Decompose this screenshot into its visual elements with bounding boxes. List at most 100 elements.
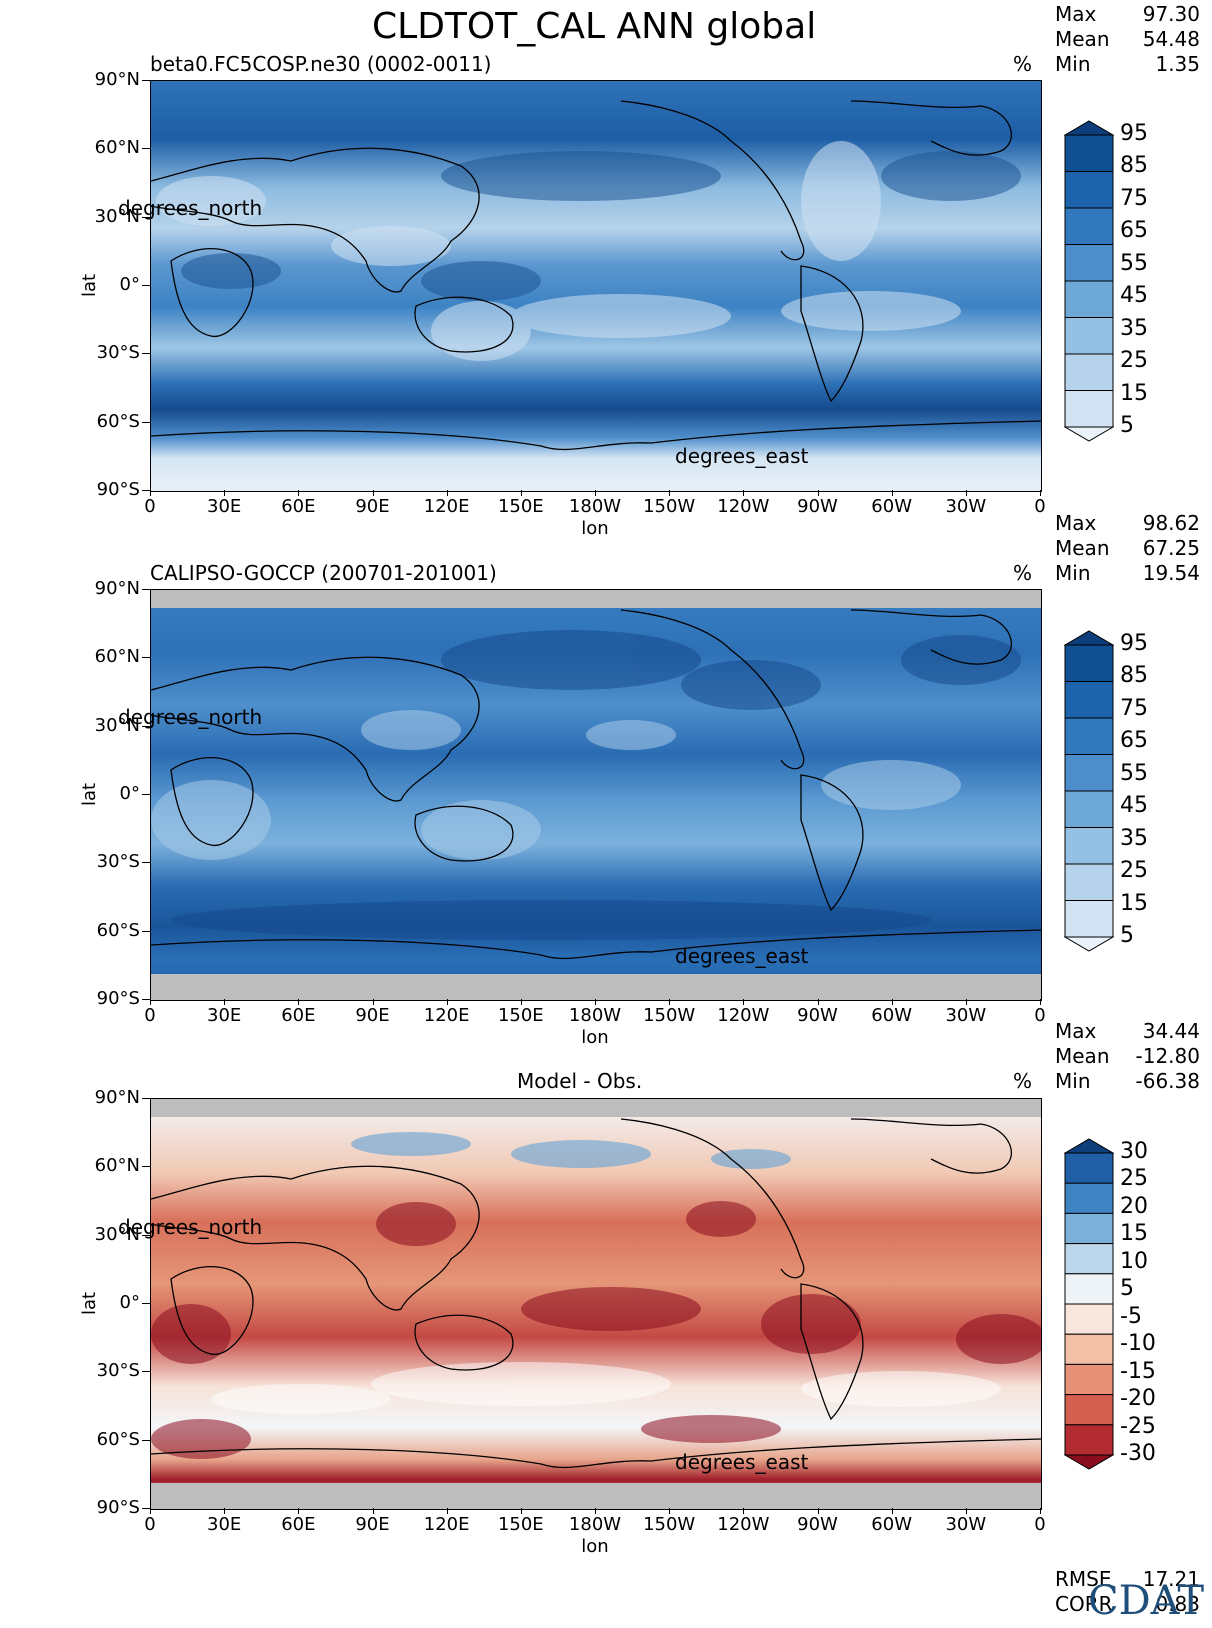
stat-max-label: Max — [1055, 511, 1097, 535]
lon-tick-label: 60E — [281, 496, 316, 517]
colorbar-label: 10 — [1120, 1248, 1148, 1274]
lat-tick-mark — [142, 725, 150, 727]
lat-tick-label: 90°N — [94, 69, 140, 90]
lon-tick-label: 180W — [568, 1005, 622, 1026]
colorbar-swatch — [1064, 1363, 1114, 1396]
lon-tick-mark — [520, 490, 522, 496]
colorbar-swatch — [1064, 390, 1114, 428]
colorbar-swatch — [1064, 1303, 1114, 1335]
units-label: % — [1013, 561, 1033, 585]
lat-tick-mark — [142, 794, 150, 795]
heatmap-diff: degrees_east — [151, 1099, 1041, 1509]
cdat-logo: CDAT — [1088, 1578, 1205, 1624]
lon-tick-label: 150E — [497, 1514, 544, 1535]
colorbar-swatch — [1064, 280, 1114, 318]
lon-tick-mark — [595, 999, 596, 1005]
lon-tick-mark — [595, 1508, 596, 1514]
lat-tick-label: 60°N — [94, 1155, 140, 1177]
panel-subtitle: beta0.FC5COSP.ne30 (0002-0011) — [150, 52, 492, 76]
lat-units-label: degrees_north — [118, 196, 263, 220]
lon-tick-label: 120E — [423, 1514, 470, 1535]
lat-tick-label: 60°S — [96, 410, 140, 432]
lon-tick-label: 120W — [717, 1005, 770, 1026]
colorbar-swatch — [1064, 353, 1114, 391]
lat-tick-mark — [142, 589, 150, 590]
lon-tick-label: 30W — [945, 1514, 987, 1535]
lon-tick-mark — [520, 1508, 522, 1514]
x-axis-label: lon — [581, 1536, 609, 1557]
lon-tick-mark — [669, 1508, 671, 1514]
lon-tick-label: 150W — [643, 496, 696, 517]
lat-tick-mark — [142, 490, 150, 491]
lon-tick-mark — [224, 999, 226, 1005]
lat-tick-mark — [142, 1098, 150, 1099]
lon-tick-label: 30W — [945, 496, 987, 517]
map-panel-test: degrees_east — [150, 80, 1042, 492]
colorbar-swatch — [1064, 630, 1114, 646]
lat-tick-label: 60°N — [94, 646, 140, 668]
lat-tick-label: 90°N — [94, 578, 140, 599]
colorbar-swatch — [1064, 1333, 1114, 1365]
lon-tick-label: 0 — [144, 1514, 156, 1535]
colorbar-swatch — [1064, 317, 1114, 355]
colorbar-swatch — [1064, 1152, 1114, 1184]
lon-units-label: degrees_east — [675, 444, 808, 468]
lon-tick-label: 120E — [423, 496, 470, 517]
x-axis-label: lon — [581, 1027, 609, 1048]
colorbar-label: -15 — [1120, 1358, 1156, 1384]
lat-tick-mark — [142, 1166, 150, 1168]
stat-mean-value: -12.80 — [1135, 1044, 1200, 1068]
colorbar-swatch — [1064, 171, 1114, 209]
lon-tick-label: 150E — [497, 1005, 544, 1026]
colorbar-swatch — [1064, 900, 1114, 938]
colorbar-swatch — [1064, 644, 1114, 682]
lon-tick-label: 60W — [871, 496, 912, 517]
lon-tick-mark — [1040, 490, 1041, 496]
stat-mean-value: 54.48 — [1142, 27, 1200, 51]
lat-tick-mark — [142, 1439, 150, 1441]
lon-tick-mark — [298, 1508, 300, 1514]
lon-tick-label: 60E — [281, 1514, 316, 1535]
colorbar-label: -25 — [1120, 1413, 1156, 1439]
stat-min-label: Min — [1055, 561, 1091, 585]
colorbar-label: 55 — [1120, 250, 1148, 276]
colorbar-swatch — [1064, 717, 1114, 755]
lat-tick-mark — [142, 353, 150, 355]
colorbar-label: 95 — [1120, 631, 1148, 656]
lat-tick-mark — [142, 421, 150, 423]
stat-max-value: 97.30 — [1142, 2, 1200, 26]
lon-tick-mark — [743, 1508, 745, 1514]
stat-max-value: 34.44 — [1142, 1019, 1200, 1043]
lat-tick-mark — [142, 80, 150, 81]
lat-tick-mark — [142, 1234, 150, 1236]
lon-tick-label: 180W — [568, 1514, 622, 1535]
lat-tick-label: 90°S — [96, 479, 140, 500]
lon-tick-label: 150W — [643, 1005, 696, 1026]
lat-tick-label: 30°S — [96, 1360, 140, 1382]
lon-tick-mark — [965, 1508, 967, 1514]
lon-tick-label: 150E — [497, 496, 544, 517]
lon-tick-label: 120W — [717, 496, 770, 517]
lon-tick-label: 180W — [568, 496, 622, 517]
stat-mean-label: Mean — [1055, 536, 1110, 560]
colorbar-label: 55 — [1120, 760, 1148, 786]
lon-tick-mark — [817, 1508, 819, 1514]
lat-tick-label: 0° — [119, 783, 140, 804]
y-axis-label: lat — [79, 273, 101, 298]
lon-tick-label: 0 — [144, 1005, 156, 1026]
colorbar-label: 15 — [1120, 890, 1148, 916]
lon-tick-mark — [743, 999, 745, 1005]
stat-mean-value: 67.25 — [1142, 536, 1200, 560]
colorbar — [1064, 630, 1114, 952]
lon-tick-label: 120E — [423, 1005, 470, 1026]
colorbar-label: 85 — [1120, 663, 1148, 689]
colorbar-label: 15 — [1120, 1221, 1148, 1247]
colorbar-label: 5 — [1120, 1276, 1134, 1302]
lon-tick-label: 90E — [355, 496, 390, 517]
lon-tick-mark — [1040, 1508, 1041, 1514]
lat-tick-mark — [142, 862, 150, 864]
lon-tick-mark — [298, 999, 300, 1005]
colorbar-swatch — [1064, 1243, 1114, 1275]
lat-tick-label: 30°S — [96, 342, 140, 364]
lat-tick-label: 90°N — [94, 1087, 140, 1108]
